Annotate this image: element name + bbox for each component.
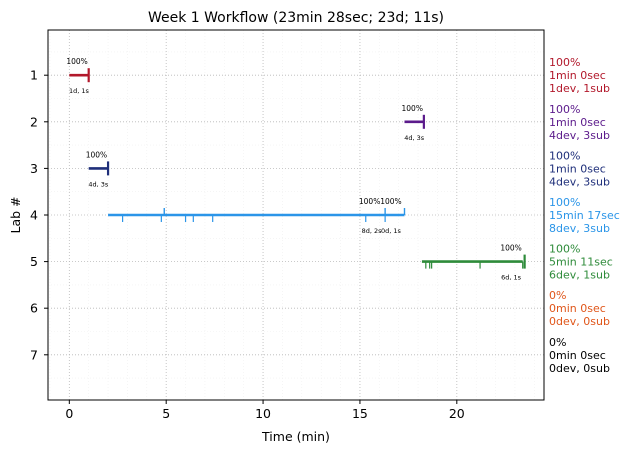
percent-label: 100%	[402, 104, 423, 113]
right-annotation-line: 1min 0sec	[549, 116, 606, 129]
right-annotation-line: 0%	[549, 336, 566, 349]
percent-label: 100%	[500, 244, 521, 253]
count-label: 0d, 1s	[381, 227, 402, 235]
x-tick-label: 5	[162, 406, 170, 421]
count-label: 4d, 3s	[404, 134, 425, 142]
right-annotation-line: 4dev, 3sub	[549, 175, 610, 188]
y-tick-label: 1	[30, 68, 38, 83]
percent-label: 100%	[86, 150, 107, 159]
count-label: 8d, 2s	[362, 227, 383, 235]
x-tick-label: 15	[352, 406, 368, 421]
y-tick-label: 4	[30, 208, 38, 223]
percent-label: 100%	[380, 197, 401, 206]
count-label: 1d, 1s	[69, 87, 90, 95]
right-annotation-line: 0dev, 0sub	[549, 315, 610, 328]
right-annotation-line: 1min 0sec	[549, 69, 606, 82]
right-annotation-line: 1dev, 1sub	[549, 82, 610, 95]
right-annotation-line: 100%	[549, 149, 580, 162]
y-tick-label: 3	[30, 161, 38, 176]
right-annotation-line: 8dev, 3sub	[549, 222, 610, 235]
chart-title: Week 1 Workflow (23min 28sec; 23d; 11s)	[148, 10, 444, 26]
x-tick-label: 10	[255, 406, 271, 421]
x-tick-label: 20	[449, 406, 465, 421]
right-annotation-line: 0min 0sec	[549, 349, 606, 362]
y-tick-label: 5	[30, 254, 38, 269]
count-label: 4d, 3s	[88, 180, 109, 188]
right-annotation-line: 0%	[549, 289, 566, 302]
right-annotation-line: 0dev, 0sub	[549, 362, 610, 375]
right-annotation-line: 100%	[549, 243, 580, 256]
y-axis-label: Lab #	[8, 196, 23, 233]
right-annotation-line: 6dev, 1sub	[549, 269, 610, 282]
axis-layer: 0 5 10 15 20 1 2 3 4 5 6 7	[30, 68, 465, 421]
right-annotation-line: 0min 0sec	[549, 302, 606, 315]
y-tick-label: 2	[30, 114, 38, 129]
x-tick-label: 0	[65, 406, 73, 421]
y-tick-label: 6	[30, 301, 38, 316]
percent-label: 100%	[359, 197, 380, 206]
right-annotation-line: 1min 0sec	[549, 162, 606, 175]
count-label: 6d, 1s	[501, 274, 522, 282]
right-annotation-line: 100%	[549, 56, 580, 69]
right-annotation-line: 100%	[549, 103, 580, 116]
right-annotation-line: 5min 11sec	[549, 256, 613, 269]
y-tick-label: 7	[30, 347, 38, 362]
percent-label: 100%	[66, 57, 87, 66]
right-annotation-line: 4dev, 3sub	[549, 129, 610, 142]
right-annotation-line: 15min 17sec	[549, 209, 620, 222]
x-axis-label: Time (min)	[261, 429, 330, 444]
right-annotation-line: 100%	[549, 196, 580, 209]
